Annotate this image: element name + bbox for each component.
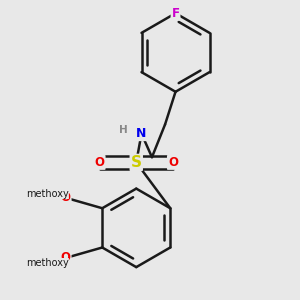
Text: H: H xyxy=(119,125,128,135)
Text: methoxy: methoxy xyxy=(26,189,69,199)
Text: S: S xyxy=(131,155,142,170)
Text: O: O xyxy=(61,251,70,265)
Text: O: O xyxy=(61,191,70,204)
Text: F: F xyxy=(172,7,179,20)
Text: N: N xyxy=(136,127,147,140)
Text: methoxy: methoxy xyxy=(26,258,69,268)
Text: O: O xyxy=(168,156,178,169)
Text: O: O xyxy=(94,156,105,169)
